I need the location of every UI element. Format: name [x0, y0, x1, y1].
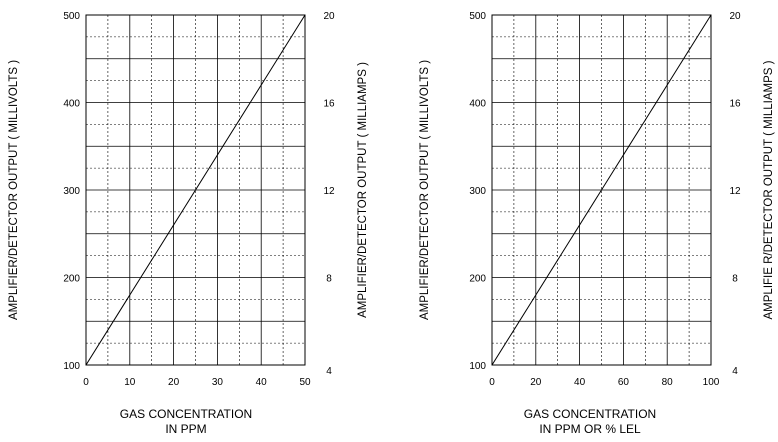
y-tick-label-millivolts: 100: [469, 361, 486, 372]
plot-frame: [85, 14, 306, 366]
x-tick-label: 20: [530, 377, 542, 388]
y2-tick-label-milliamps: 20: [323, 11, 335, 22]
y2-tick-label-milliamps: 8: [732, 274, 738, 285]
y2-tick-label-milliamps: 12: [323, 186, 335, 197]
y2-tick-label-milliamps: 8: [326, 274, 332, 285]
y2-tick-label-milliamps: 20: [729, 11, 741, 22]
y-tick-label-millivolts: 300: [63, 186, 80, 197]
x-tick-label: 80: [662, 377, 674, 388]
x-tick-label: 60: [618, 377, 630, 388]
x-axis-label-line1: GAS CONCENTRATION: [120, 407, 252, 421]
y-tick-label-millivolts: 300: [469, 186, 486, 197]
y2-tick-label-milliamps: 16: [323, 99, 335, 110]
data-line: [85, 14, 306, 366]
x-tick-label: 40: [256, 377, 268, 388]
x-axis-label-line1: GAS CONCENTRATION: [524, 407, 656, 421]
x-tick-label: 0: [83, 377, 89, 388]
data-line: [491, 14, 712, 366]
y-tick-label-millivolts: 500: [63, 11, 80, 22]
y-axis-label-left-millivolts: AMPLIFIER/DETECTOR OUTPUT ( MILLIVOLTS ): [8, 60, 20, 320]
y2-tick-label-milliamps: 16: [729, 99, 741, 110]
y-tick-label-millivolts: 200: [63, 274, 80, 285]
x-tick-label: 20: [168, 377, 180, 388]
x-axis-label-line2: IN PPM: [165, 422, 206, 436]
x-tick-label: 40: [574, 377, 586, 388]
y-axis-label-left-millivolts: AMPLIFIER/DETECTOR OUTPUT ( MILLIVOLTS ): [419, 60, 431, 320]
y-tick-label-millivolts: 500: [469, 11, 486, 22]
chart-right: 0 20 40 60 80 100 100 200 300 400 500 4 8 12 16 20 AMPL…: [419, 11, 775, 436]
x-axis-label-line2: IN PPM OR % LEL: [539, 422, 641, 436]
x-tick-label: 30: [212, 377, 224, 388]
y2-tick-label-milliamps: 4: [326, 366, 332, 377]
line-series-right: [491, 14, 712, 366]
y2-tick-label-milliamps: 12: [729, 186, 741, 197]
y-tick-label-millivolts: 100: [63, 361, 80, 372]
x-tick-label: 100: [703, 377, 720, 388]
x-tick-label: 50: [299, 377, 311, 388]
y-axis-label-right-milliamps: AMPLIFIER/DETECTOR OUTPUT ( MILLIAMPS ): [357, 62, 369, 318]
y-tick-label-millivolts: 400: [469, 99, 486, 110]
plot-frame: [491, 14, 712, 366]
y-tick-label-millivolts: 400: [63, 99, 80, 110]
line-series-left: [85, 14, 306, 366]
x-tick-label: 10: [124, 377, 136, 388]
x-tick-label: 0: [489, 377, 495, 388]
y2-tick-label-milliamps: 4: [732, 366, 738, 377]
chart-left: 0 10 20 30 40 50 100 200 300 400 500 4 8 12 16 20 AMPLI…: [8, 11, 369, 436]
y-tick-label-millivolts: 200: [469, 274, 486, 285]
tick-labels-left: 0 10 20 30 40 50 100 200 300 400 500 4 8 12 16 20: [63, 11, 335, 388]
y-axis-label-right-milliamps: AMPLIFIE R/DETECTOR OUTPUT ( MILLIAMPS ): [763, 60, 775, 319]
tick-labels-right: 0 20 40 60 80 100 100 200 300 400 500 4 8 12 16 20: [469, 11, 741, 388]
